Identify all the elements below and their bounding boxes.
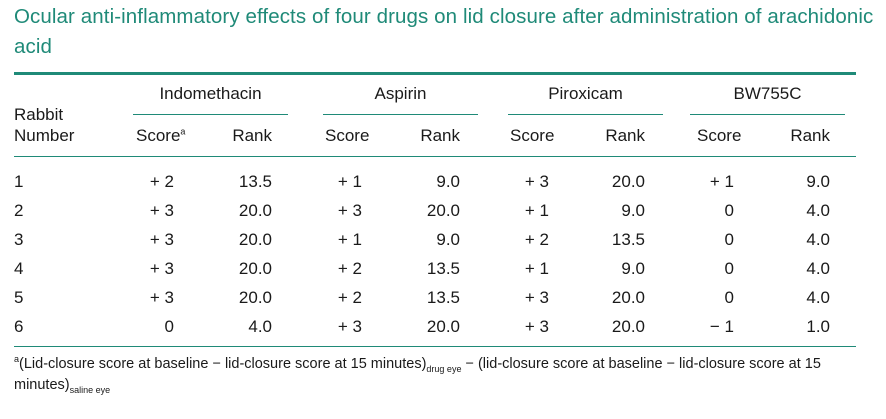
rank-header-3: Rank [605,126,645,145]
rank-cell: 20.0 [611,288,645,307]
drug-header-indomethacin: Indomethacin [159,84,262,103]
score-cell: + 3 [149,259,174,278]
rank-cell: 13.5 [426,288,460,307]
footnote-marker-a: a [14,354,20,365]
score-cell: 0 [724,230,734,249]
rabbit-header-line1: Rabbit [14,105,64,124]
footnote-marker: a [180,126,186,137]
score-header-4: Score [697,126,742,145]
score-cell: + 2 [337,259,362,278]
score-cell: + 2 [337,288,362,307]
table-title: Ocular anti-inflammatory effects of four… [14,5,874,58]
rank-cell: 9.0 [436,172,460,191]
rank-cell: 1.0 [806,317,830,336]
rank-cell: 20.0 [611,172,645,191]
rank-cell: 4.0 [806,288,830,307]
rabbit-number: 3 [14,230,24,249]
group-rule-aspirin [323,114,478,115]
rank-cell: 4.0 [248,317,272,336]
footnote-text-2: − (lid-closure score at baseline − lid-c… [14,356,821,393]
rank-cell: 20.0 [238,201,272,220]
rabbit-number: 1 [14,172,24,191]
score-cell: + 2 [149,172,174,191]
score-cell: + 1 [524,259,549,278]
rank-cell: 9.0 [621,259,645,278]
score-cell: + 3 [337,317,362,336]
score-cell: 0 [724,201,734,220]
rank-cell: 4.0 [806,230,830,249]
drug-header-piroxicam: Piroxicam [548,84,623,103]
footnote-sub-drug-eye: drug eye [426,363,462,374]
score-cell: 0 [164,317,174,336]
score-cell: + 3 [524,172,549,191]
score-cell: 0 [724,259,734,278]
score-header-2: Score [325,126,370,145]
top-rule [14,72,856,75]
score-header-3: Score [510,126,555,145]
score-cell: + 3 [337,201,362,220]
rank-cell: 20.0 [611,317,645,336]
footnote: a(Lid-closure score at baseline − lid-cl… [14,354,874,396]
rank-cell: 9.0 [436,230,460,249]
rank-cell: 9.0 [621,201,645,220]
rank-cell: 13.5 [611,230,645,249]
rank-cell: 20.0 [238,288,272,307]
score-cell: 0 [724,288,734,307]
score-cell: + 3 [149,230,174,249]
score-cell: + 2 [524,230,549,249]
group-rule-indomethacin [133,114,288,115]
rank-cell: 20.0 [426,201,460,220]
rabbit-header-line2: Number [14,126,75,145]
header-rule [14,156,856,157]
score-cell: + 1 [337,172,362,191]
rabbit-number: 2 [14,201,24,220]
rank-cell: 20.0 [238,230,272,249]
rabbit-number: 4 [14,259,24,278]
drug-header-bw755c: BW755C [733,84,802,103]
rank-header-1: Rank [232,126,272,145]
footnote-sub-saline-eye: saline eye [69,384,111,395]
score-cell: + 1 [524,201,549,220]
rank-header-4: Rank [790,126,830,145]
rank-header-2: Rank [420,126,460,145]
rank-cell: 13.5 [238,172,272,191]
rank-cell: 4.0 [806,259,830,278]
score-cell: + 3 [524,288,549,307]
rank-cell: 4.0 [806,201,830,220]
score-cell: + 1 [709,172,734,191]
rank-cell: 13.5 [426,259,460,278]
group-rule-bw755c [690,114,845,115]
rabbit-number: 5 [14,288,24,307]
score-cell: + 3 [149,288,174,307]
score-cell: + 3 [149,201,174,220]
drug-header-aspirin: Aspirin [374,84,427,103]
bottom-rule [14,346,856,347]
score-cell: − 1 [709,317,734,336]
score-header-1: Scorea [136,126,186,145]
group-rule-piroxicam [508,114,663,115]
rank-cell: 20.0 [238,259,272,278]
score-cell: + 3 [524,317,549,336]
score-cell: + 1 [337,230,362,249]
rank-cell: 20.0 [426,317,460,336]
rabbit-number: 6 [14,317,24,336]
rank-cell: 9.0 [806,172,830,191]
footnote-text-1: (Lid-closure score at baseline − lid-clo… [19,356,427,372]
